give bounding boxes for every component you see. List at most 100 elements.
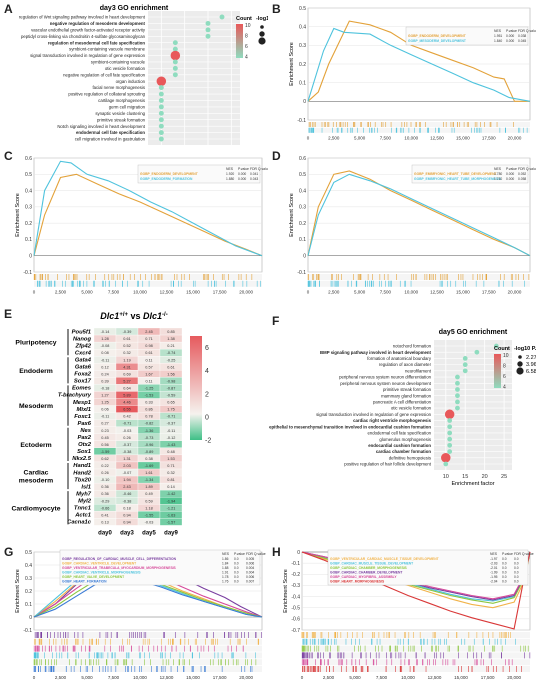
cell-value: -0.96 (145, 443, 154, 447)
panel-label-d: D (272, 149, 281, 163)
legend-stat: 0.000 (506, 34, 514, 38)
day5-go-enrichment-chart: day5 GO enrichment 10 15 20 25 Enrichment fac… (269, 329, 536, 487)
cell-value: -1.36 (145, 429, 154, 433)
hit-track (34, 632, 262, 638)
size-legend-label: 3.96 (526, 362, 536, 368)
term-label: peripheral nervous system neuron differe… (339, 375, 431, 380)
gene-label: Hand2 (73, 470, 91, 476)
legend-table-header: NES (222, 552, 230, 556)
group-label: Cardiac (24, 470, 49, 477)
gene-label: Foxa2 (74, 372, 92, 378)
chart-title: day5 GO enrichment (439, 329, 508, 336)
y-tick-label: 0.3 (299, 43, 306, 49)
legend-stat: 0.0 (514, 571, 519, 575)
term-label: facial nerve morphogenesis (92, 85, 145, 90)
legend-series-name: GOBP_REGULATION_OF_CARDIAC_MUSCLE_CELL_D… (62, 557, 177, 561)
hit-track (34, 645, 262, 652)
column-label: day0 (98, 530, 112, 536)
y-tick-label: -0.1 (291, 561, 300, 567)
term-dot (172, 65, 178, 71)
x-tick-label: 5,000 (81, 290, 93, 295)
x-tick-label: 20,000 (508, 290, 522, 295)
y-tick-label: 0.2 (299, 62, 306, 68)
es-line (307, 173, 531, 257)
legend-table-header: NES (494, 29, 502, 33)
term-label: pancreatic A cell differentiation (373, 399, 432, 404)
term-label: symbiont-containing vacuole (91, 60, 146, 65)
x-tick-label: 17,500 (481, 675, 495, 680)
cell-value: 0.42 (123, 415, 130, 419)
y-tick-label: 0.5 (25, 172, 32, 178)
term-label: symbiont-containing vacuole membrane (69, 47, 146, 52)
term-label: positive regulation of collateral sprout… (68, 92, 145, 97)
cell-value: 0.81 (167, 478, 174, 482)
cell-value: 0.32 (167, 471, 174, 475)
cell-value: -0.03 (145, 520, 154, 524)
term-label: regulation of mesodermal cell fate speci… (48, 40, 146, 45)
count-tick-label: 4 (245, 55, 248, 61)
legend-stat: 0.000 (238, 177, 246, 181)
gene-label: Actc1 (74, 513, 91, 519)
gene-label: Nkx2.5 (72, 456, 91, 462)
cell-value: 0.86 (145, 408, 152, 412)
y-tick-label: 0 (297, 550, 300, 556)
legend-stat: 0.0 (514, 557, 519, 561)
x-tick-label: 20 (482, 474, 488, 480)
cell-value: 4.31 (123, 365, 130, 369)
x-tick-label: 15,000 (186, 675, 200, 680)
term-dot (455, 399, 460, 405)
gene-label: Isl1 (81, 484, 91, 490)
cell-value: 0.13 (101, 520, 108, 524)
y-tick-label: -0.1 (297, 118, 306, 124)
term-label: synaptic vesicle clustering (95, 111, 145, 116)
cell-value: 0.33 (145, 401, 152, 405)
term-label: endocardial cushion formation (368, 443, 431, 448)
y-tick-label: 0.1 (299, 237, 306, 243)
term-label: glomerulus morphogenesis (379, 437, 431, 442)
count-tick-label: 4 (503, 385, 506, 391)
y-tick-label: 0.5 (25, 550, 32, 556)
hit-track (302, 666, 530, 672)
term-dot (447, 424, 453, 430)
cell-value: -1.69 (145, 464, 154, 468)
x-tick-label: 0 (307, 290, 310, 295)
cell-value: 0.59 (145, 499, 152, 503)
y-tick-label: 0.3 (25, 576, 32, 582)
cell-value: -0.38 (123, 499, 132, 503)
y-tick-label: 0 (303, 254, 306, 260)
heatmap-colorbar (190, 336, 202, 440)
legend-series-name: GOBP_ENDODERM_DEVELOPMENT (140, 172, 198, 176)
hit-track (302, 632, 530, 638)
term-dot (462, 368, 468, 374)
colorbar-tick-label: 4 (205, 368, 209, 375)
term-label: signal transduction involved in regulati… (316, 412, 432, 417)
gene-label: Myl2 (78, 498, 92, 504)
cell-value: 0.39 (101, 379, 108, 383)
legend-table-header: P.value (506, 167, 517, 171)
cell-value: 0.12 (101, 365, 108, 369)
legend-table-header: NES (494, 167, 502, 171)
count-tick-label: 10 (245, 23, 251, 29)
cell-value: -1.21 (167, 506, 176, 510)
term-dot (455, 374, 460, 380)
x-tick-label: 15,000 (456, 136, 470, 141)
count-tick-label: 8 (245, 34, 248, 40)
y-tick-label: 0.3 (25, 205, 32, 211)
gene-label: Sox17 (74, 379, 92, 385)
legend-stat: 0.0 (234, 566, 239, 570)
cell-value: 0.64 (123, 386, 130, 390)
gsea-plot-h: 0 -0.1 -0.2 -0.3 -0.4 -0.5 -0.6 -0.7 Enrichment … (283, 550, 534, 680)
x-tick-label: 20,000 (239, 290, 253, 295)
cell-value: 1.94 (123, 478, 130, 482)
cell-value: -0.98 (167, 379, 176, 383)
legend-table (59, 549, 261, 586)
hit-track (302, 659, 530, 666)
legend-series-name: GOBP_CARDIAC_MYOFIBRIL_ASSEMBLY (330, 575, 397, 579)
x-tick-label: 5,000 (81, 675, 93, 680)
x-tick-label: 17,500 (213, 290, 227, 295)
panel-label-a: A (4, 2, 13, 16)
cell-value: -0.82 (145, 422, 154, 426)
legend-stat: 1.840 (494, 39, 502, 43)
x-tick-label: 0 (301, 675, 304, 680)
size-legend-label: 6.58 (526, 369, 536, 375)
